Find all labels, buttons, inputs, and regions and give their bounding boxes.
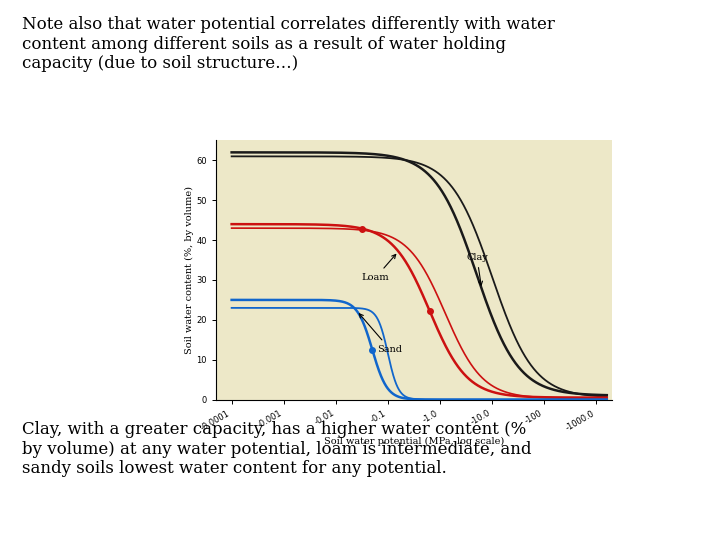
Text: Clay: Clay [466, 253, 488, 285]
Text: Note also that water potential correlates differently with water
content among d: Note also that water potential correlate… [22, 16, 554, 72]
Text: Loam: Loam [362, 254, 396, 282]
Text: Clay, with a greater capacity, has a higher water content (%
by volume) at any w: Clay, with a greater capacity, has a hig… [22, 421, 531, 477]
Text: Sand: Sand [359, 314, 402, 354]
Y-axis label: Soil water content (%, by volume): Soil water content (%, by volume) [184, 186, 194, 354]
X-axis label: Soil water potential (MPa, log scale): Soil water potential (MPa, log scale) [324, 436, 504, 446]
